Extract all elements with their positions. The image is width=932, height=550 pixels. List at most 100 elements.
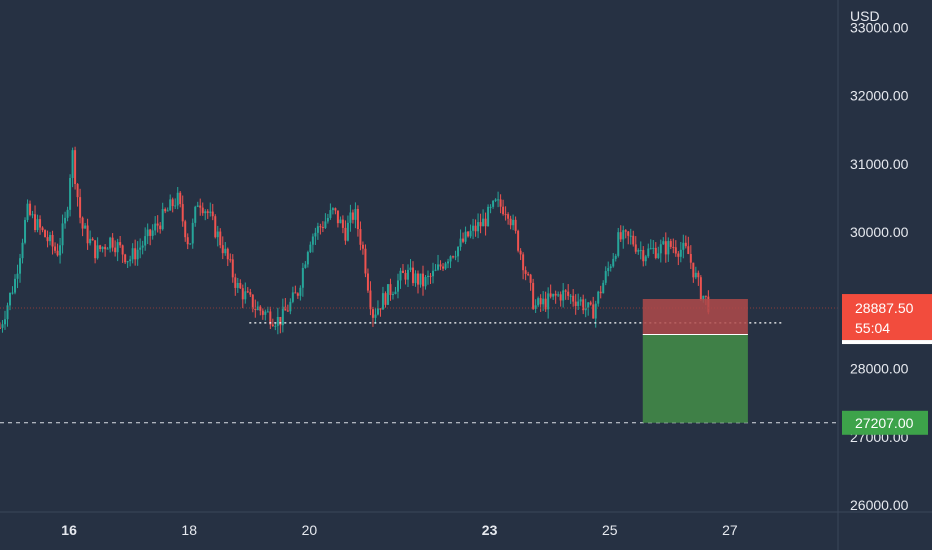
candle-body xyxy=(96,245,99,259)
candle-body xyxy=(9,293,12,306)
candle-body xyxy=(196,205,199,207)
candle-body xyxy=(391,294,394,296)
x-tick-label: 27 xyxy=(722,522,738,538)
candle-body xyxy=(452,256,455,258)
candle-body xyxy=(509,218,512,226)
candle-body xyxy=(334,208,337,211)
plot-area[interactable] xyxy=(0,146,838,424)
candle-body xyxy=(16,273,19,279)
time-axis[interactable]: 16 18 20 23 25 27 xyxy=(61,522,738,538)
candle-body xyxy=(101,246,104,250)
candle-body xyxy=(582,299,585,311)
candle-body xyxy=(459,238,462,247)
candle-body xyxy=(141,245,144,248)
candle-body xyxy=(111,237,114,248)
candle-body xyxy=(499,199,502,207)
candle-body xyxy=(199,205,202,208)
candle-body xyxy=(59,245,62,256)
candle-body xyxy=(689,253,692,263)
candle-body xyxy=(179,192,182,205)
candle-body xyxy=(457,246,460,257)
candle-body xyxy=(439,264,442,267)
x-tick-label: 20 xyxy=(302,522,318,538)
candle-body xyxy=(286,310,289,312)
candle-body xyxy=(171,199,174,207)
candle-body xyxy=(324,221,327,228)
candle-body xyxy=(614,255,617,259)
candle-body xyxy=(579,299,582,302)
candle-body xyxy=(527,273,530,275)
y-tick-label: 28000.00 xyxy=(850,361,909,377)
candle-body xyxy=(39,219,42,228)
x-tick-label: 23 xyxy=(482,522,498,538)
candle-body xyxy=(244,291,247,300)
candle-body xyxy=(91,238,94,241)
candle-body xyxy=(66,209,69,218)
candle-body xyxy=(56,250,59,256)
price-badges: 28887.50 55:04 27207.00 xyxy=(842,294,932,435)
candle-body xyxy=(209,211,212,213)
candle-body xyxy=(404,272,407,280)
candle-body xyxy=(41,227,44,231)
candle-body xyxy=(577,301,580,306)
candle-body xyxy=(31,214,34,216)
candle-body xyxy=(216,231,219,238)
x-tick-label: 18 xyxy=(181,522,197,538)
candle-body xyxy=(416,273,419,285)
candle-body xyxy=(321,227,324,229)
candle-body xyxy=(121,245,124,255)
candle-body xyxy=(702,295,705,300)
candle-body xyxy=(241,288,244,300)
last-price-badge-underline xyxy=(842,340,932,345)
candle-body xyxy=(314,232,317,237)
x-tick-label: 16 xyxy=(61,522,77,538)
candle-body xyxy=(429,275,432,277)
candle-body xyxy=(532,282,535,309)
candle-body xyxy=(26,203,29,220)
candle-body xyxy=(434,269,437,271)
candle-body xyxy=(126,261,129,263)
candle-body xyxy=(489,206,492,208)
candle-body xyxy=(166,210,169,212)
candle-body xyxy=(544,298,547,310)
candle-body xyxy=(94,240,97,259)
candle-body xyxy=(119,242,122,246)
candle-body xyxy=(442,266,445,269)
candle-body xyxy=(537,298,540,306)
candle-body xyxy=(609,266,612,269)
candle-body xyxy=(374,314,377,318)
candle-body xyxy=(149,229,152,236)
candle-body xyxy=(427,275,430,277)
candle-body xyxy=(607,268,610,272)
candle-body xyxy=(61,223,64,246)
candle-body xyxy=(359,229,362,245)
candle-body xyxy=(51,234,54,247)
candle-body xyxy=(454,256,457,258)
candle-body xyxy=(224,248,227,254)
candle-body xyxy=(602,282,605,294)
candle-body xyxy=(539,298,542,305)
take-profit-zone[interactable] xyxy=(642,334,748,423)
candle-body xyxy=(84,225,87,229)
candle-body xyxy=(346,222,349,241)
candle-body xyxy=(34,214,37,231)
candle-body xyxy=(692,262,695,278)
candle-body xyxy=(627,231,630,236)
candle-body xyxy=(136,249,139,260)
y-tick-label: 33000.00 xyxy=(850,19,909,35)
candle-body xyxy=(549,293,552,297)
stop-loss-zone[interactable] xyxy=(642,299,748,335)
candle-body xyxy=(639,250,642,252)
candle-body xyxy=(497,199,500,201)
candle-body xyxy=(336,210,339,224)
y-tick-label: 26000.00 xyxy=(850,497,909,513)
candle-body xyxy=(276,316,279,326)
candle-body xyxy=(201,207,204,214)
candle-body xyxy=(54,246,57,251)
candle-body xyxy=(301,267,304,288)
candle-body xyxy=(649,248,652,250)
candle-body xyxy=(259,306,262,311)
candle-body xyxy=(264,311,267,315)
candle-body xyxy=(6,305,9,320)
